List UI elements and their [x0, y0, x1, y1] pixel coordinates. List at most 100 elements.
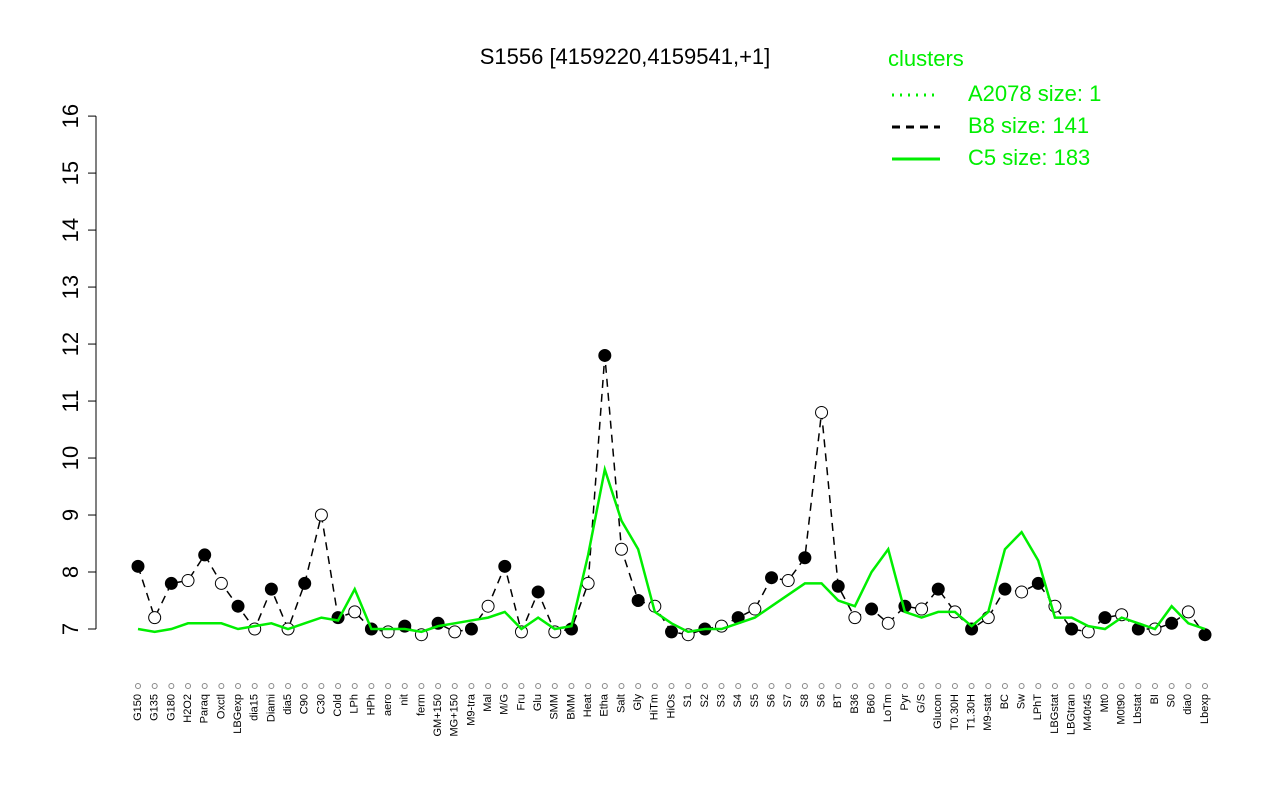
data-point	[1181, 605, 1195, 619]
x-tick-label: G150	[132, 694, 144, 721]
x-tick-label: Gly	[632, 694, 644, 711]
data-point	[998, 582, 1012, 596]
x-tick-label: LPhT	[1032, 694, 1044, 721]
rug-mark	[335, 683, 342, 689]
x-tick-label: dia0	[1182, 694, 1194, 715]
data-point	[915, 602, 929, 616]
data-point	[531, 585, 545, 599]
y-tick-label: 8	[58, 566, 83, 578]
rug-mark	[451, 683, 458, 689]
x-tick-label: S1	[682, 694, 694, 707]
data-point	[464, 622, 478, 636]
data-point	[231, 599, 245, 613]
rug-mark	[785, 683, 792, 689]
rug-mark	[585, 683, 592, 689]
data-point	[815, 405, 829, 419]
x-tick-label: HiTm	[649, 694, 661, 720]
rug-mark	[418, 683, 425, 689]
data-point	[314, 508, 328, 522]
x-tick-label: H2O2	[182, 694, 194, 723]
rug-mark	[351, 683, 358, 689]
rug-mark	[951, 683, 958, 689]
rug-mark	[735, 683, 742, 689]
rug-mark	[601, 683, 608, 689]
rug-mark	[651, 683, 658, 689]
data-point	[498, 559, 512, 573]
x-tick-label: Paraq	[199, 694, 211, 723]
rug-mark	[1135, 683, 1142, 689]
rug-mark	[151, 683, 158, 689]
x-tick-label: M9-stat	[982, 694, 994, 731]
rug-mark	[668, 683, 675, 689]
y-tick-label: 14	[58, 218, 83, 242]
x-tick-label: BT	[832, 694, 844, 708]
data-point	[1198, 628, 1212, 642]
y-tick-label: 9	[58, 509, 83, 521]
rug-mark	[618, 683, 625, 689]
rug-mark	[1151, 683, 1158, 689]
rug-mark	[1068, 683, 1075, 689]
data-point	[348, 605, 362, 619]
x-tick-label: BMM	[565, 694, 577, 720]
rug-mark	[251, 683, 258, 689]
x-tick-label: C90	[299, 694, 311, 714]
x-tick-label: Cold	[332, 694, 344, 717]
x-tick-label: Diami	[265, 694, 277, 722]
data-point	[1065, 622, 1079, 636]
data-point	[214, 576, 228, 590]
rug-mark	[868, 683, 875, 689]
x-tick-label: G/S	[915, 694, 927, 713]
x-tick-label: S0	[1166, 694, 1178, 707]
rug-mark	[818, 683, 825, 689]
x-tick-label: Heat	[582, 694, 594, 717]
data-point	[631, 594, 645, 608]
rug-mark	[435, 683, 442, 689]
legend-label: A2078 size: 1	[968, 81, 1101, 106]
x-tick-label: G135	[149, 694, 161, 721]
rug-mark	[985, 683, 992, 689]
rug-mark	[1118, 683, 1125, 689]
x-tick-label: Lbstat	[1132, 694, 1144, 724]
x-tick-label: HiOs	[665, 694, 677, 719]
x-tick-label: GM+150	[432, 694, 444, 737]
data-point	[181, 574, 195, 588]
data-point	[131, 559, 145, 573]
data-point	[715, 619, 729, 633]
x-tick-label: M9-tra	[465, 693, 477, 726]
x-tick-label: HPh	[365, 694, 377, 715]
x-tick-label: BI	[1149, 694, 1161, 704]
x-tick-label: B36	[849, 694, 861, 714]
x-tick-label: LPh	[349, 694, 361, 714]
rug-mark	[1168, 683, 1175, 689]
x-tick-label: T0.30H	[949, 694, 961, 730]
data-point	[881, 616, 895, 630]
data-point	[1165, 616, 1179, 630]
data-point	[765, 571, 779, 585]
rug-mark	[968, 683, 975, 689]
rug-mark	[685, 683, 692, 689]
x-tick-label: G180	[165, 694, 177, 721]
x-tick-label: dia15	[249, 694, 261, 721]
x-tick-label: Mt0	[1099, 694, 1111, 712]
rug-mark	[751, 683, 758, 689]
x-tick-label: S6	[815, 694, 827, 707]
rug-mark	[1085, 683, 1092, 689]
rug-mark	[1101, 683, 1108, 689]
x-tick-label: BC	[999, 694, 1011, 709]
x-tick-label: S2	[699, 694, 711, 707]
rug-mark	[1202, 683, 1208, 689]
x-tick-label: S8	[799, 694, 811, 707]
rug-mark	[168, 683, 175, 689]
rug-mark	[1185, 683, 1192, 689]
y-tick-label: 16	[58, 104, 83, 128]
data-point	[865, 602, 879, 616]
rug-mark	[368, 683, 375, 689]
data-point	[831, 579, 845, 593]
x-tick-label: M0t90	[1116, 694, 1128, 725]
x-tick-label: LBGstat	[1049, 694, 1061, 734]
x-tick-label: nit	[399, 694, 411, 706]
data-point	[298, 576, 312, 590]
x-tick-label: LBGtran	[1066, 694, 1078, 735]
data-point	[448, 625, 462, 639]
